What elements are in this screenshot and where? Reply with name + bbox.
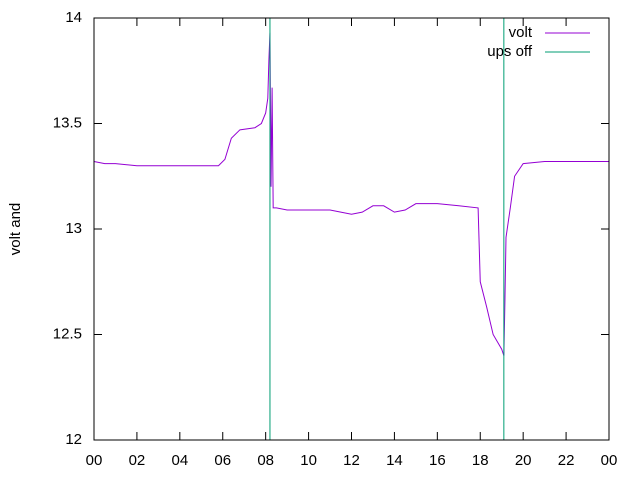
x-tick-label: 16 [429,452,446,469]
y-tick-label: 14 [65,9,82,26]
y-tick-label: 13 [65,220,82,237]
data-line [93,32,609,356]
x-tick-label: 08 [257,452,274,469]
x-tick-label: 14 [386,452,403,469]
x-tick-label: 00 [86,452,103,469]
legend-label: volt [509,24,533,41]
data-line [269,18,505,440]
x-tick-label: 06 [214,452,231,469]
x-tick-label: 20 [515,452,532,469]
x-tick-label: 10 [300,452,317,469]
x-tick-label: 04 [171,452,188,469]
y-tick-label: 12 [65,431,82,448]
y-axis-label: volt and [7,203,24,256]
x-tick-label: 12 [343,452,360,469]
x-tick-label: 18 [472,452,489,469]
y-tick-label: 13.5 [53,114,82,131]
x-tick-label: 22 [558,452,575,469]
x-tick-label: 02 [129,452,146,469]
x-tick-label: 00 [601,452,618,469]
y-tick-label: 12.5 [53,325,82,342]
legend-label: ups off [487,43,533,60]
plot-border [93,17,610,441]
